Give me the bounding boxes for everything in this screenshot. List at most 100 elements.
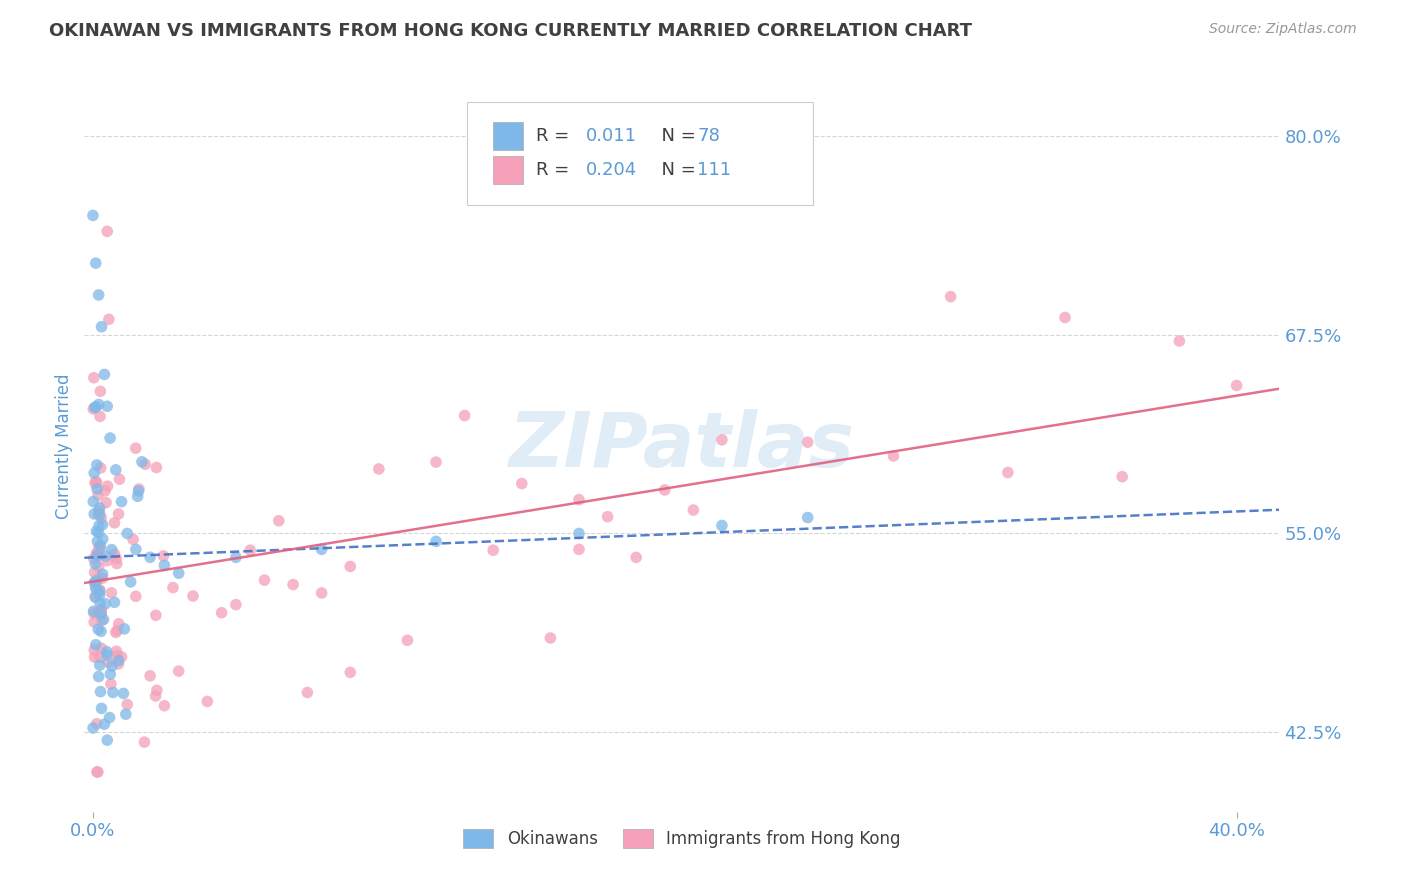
Point [87,488,110,502]
Point [105,551,128,566]
Point [225,550,247,565]
Point [87,572,110,586]
Point [110,494,132,508]
Point [90,701,112,715]
Point [153,558,176,573]
Point [84,557,107,571]
Point [146,683,169,698]
Point [87,669,110,683]
Point [425,455,447,469]
Point [100,677,122,691]
Point [90,607,112,621]
Point [83,551,105,566]
Point [682,503,704,517]
Point [87,397,110,411]
Point [83,507,105,521]
Point [83,643,105,657]
Point [568,542,591,557]
Point [84,476,107,491]
Point [267,514,290,528]
Point [134,457,156,471]
Point [96,554,118,568]
Point [145,460,167,475]
Point [195,694,218,708]
Point [90,319,112,334]
Point [125,590,148,604]
Point [86,546,108,560]
Point [105,557,128,571]
Point [1053,310,1076,325]
Point [107,654,129,668]
Point [104,625,127,640]
Point [87,764,110,779]
Point [90,602,112,616]
Point [84,574,107,589]
Point [128,483,150,498]
Point [91,567,114,582]
Point [89,539,111,553]
Point [84,256,107,270]
Point [94,483,117,498]
Point [103,547,125,561]
Point [139,669,162,683]
Point [83,575,105,590]
Point [453,409,475,423]
Point [253,573,276,587]
Point [84,591,107,605]
Point [367,462,389,476]
Text: Source: ZipAtlas.com: Source: ZipAtlas.com [1209,22,1357,37]
Point [82,494,104,508]
Point [117,698,139,712]
Point [89,548,111,562]
Point [96,648,118,663]
Point [89,658,111,673]
Point [87,288,110,302]
Point [1168,334,1191,348]
Point [120,574,142,589]
Point [83,606,105,620]
Point [596,509,619,524]
Text: 0.011: 0.011 [586,127,637,145]
Point [97,479,120,493]
Point [86,458,108,472]
Point [94,597,117,611]
Point [96,399,118,413]
Point [89,541,111,555]
Point [86,534,108,549]
Point [89,650,111,665]
Point [84,475,107,489]
Point [83,650,105,665]
Point [82,721,104,735]
Point [84,400,107,414]
Point [87,507,110,521]
Point [105,624,128,638]
Point [145,608,167,623]
Point [339,559,361,574]
Point [538,631,561,645]
Point [1111,469,1133,483]
Point [114,707,136,722]
Point [82,401,104,416]
Point [90,607,112,621]
Point [105,648,128,663]
Point [91,532,114,546]
Point [83,401,105,415]
Point [108,472,131,486]
Point [125,441,148,455]
Point [87,559,110,574]
Point [103,516,125,530]
Text: R =: R = [536,127,581,145]
Point [84,590,107,604]
FancyBboxPatch shape [467,103,814,204]
Point [86,716,108,731]
Point [90,510,112,524]
Point [89,500,111,515]
Point [100,542,122,557]
Point [117,526,139,541]
Point [482,543,505,558]
Point [104,463,127,477]
Point [90,461,112,475]
Point [297,685,319,699]
Point [139,550,162,565]
Point [86,549,108,563]
